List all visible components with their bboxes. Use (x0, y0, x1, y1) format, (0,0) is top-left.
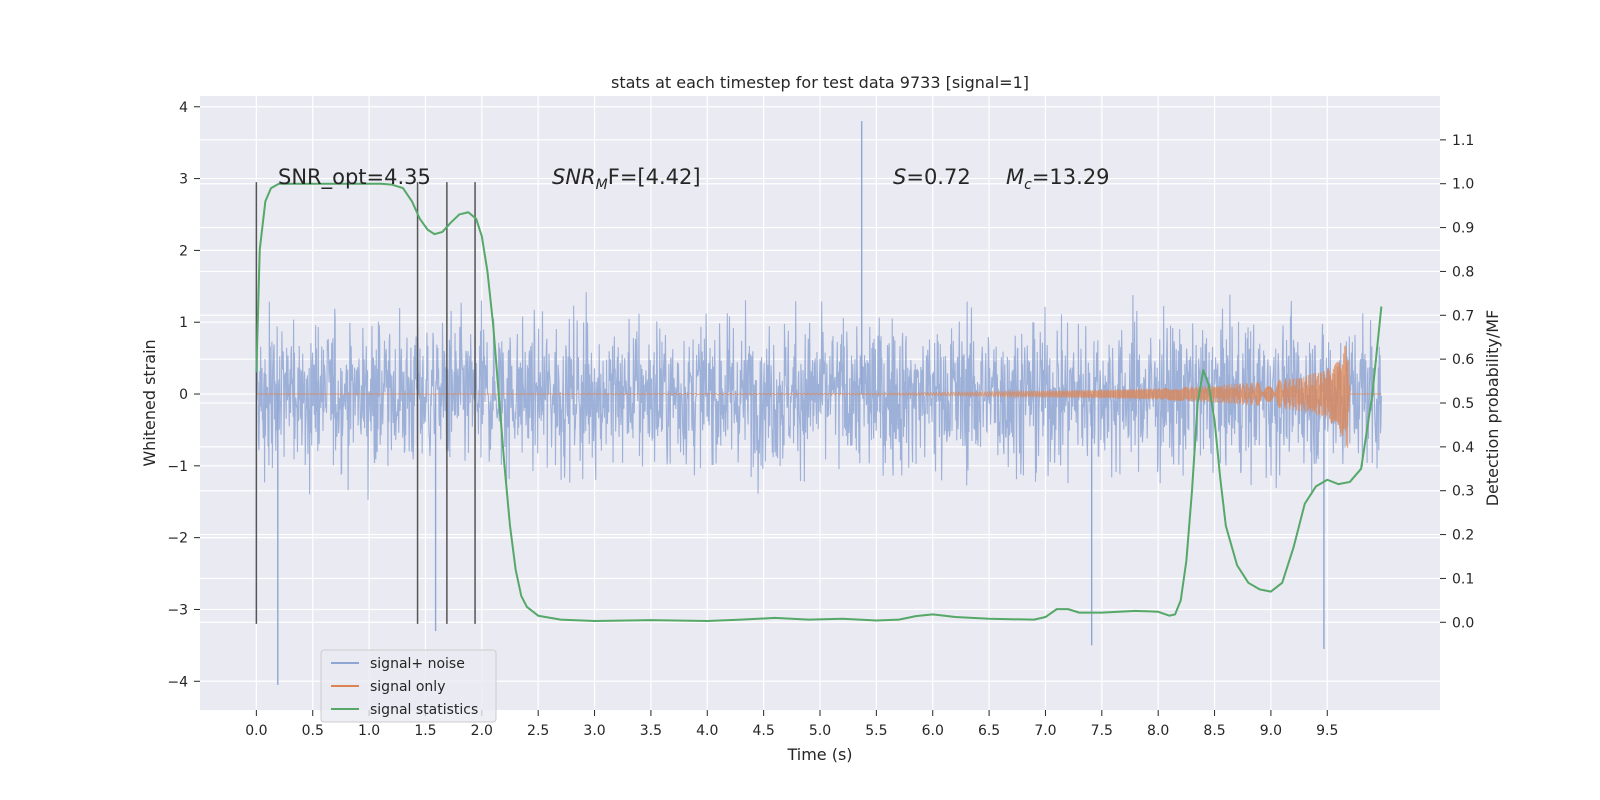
left-y-tick-label: 2 (179, 243, 188, 259)
signal-only-series (256, 345, 1382, 448)
signal-only-line (256, 345, 1382, 448)
mc-subscript: c (1024, 177, 1032, 193)
signal-statistics-line (255, 182, 1383, 622)
legend: signal+ noise signal only signal statist… (320, 649, 497, 723)
left-y-tick-label: −4 (167, 674, 188, 690)
left-y-axis-label: Whitened strain (140, 339, 159, 466)
snr-mf-value: F=[4.42] (608, 165, 701, 189)
x-axis-label: Time (s) (786, 745, 852, 764)
legend-label-signal-statistics: signal statistics (370, 702, 478, 718)
left-y-tick-label: 4 (179, 100, 188, 116)
signal-noise-series (255, 121, 1382, 685)
s-annotation: S=0.72 (893, 165, 971, 189)
chart-title: stats at each timestep for test data 973… (611, 73, 1029, 92)
snr-mf-subscript: M (596, 177, 608, 193)
x-axis-ticks: 0.0 0.5 1.0 1.5 2.0 2.5 3.0 3.5 4.0 4.5 5.0 5.5 6.0 6… (245, 710, 1338, 739)
left-y-tick-label: −1 (167, 459, 188, 475)
x-tick-label: 4.0 (696, 723, 718, 739)
signal-statistics-series (255, 182, 1383, 622)
left-y-tick-label: −2 (167, 531, 188, 547)
x-tick-label: 6.0 (922, 723, 944, 739)
s-value: =0.72 (906, 165, 970, 189)
x-tick-label: 0.5 (302, 723, 324, 739)
x-tick-label: 5.5 (865, 723, 887, 739)
right-y-tick-label: 0.5 (1452, 396, 1474, 412)
vertical-markers (255, 182, 476, 624)
right-y-tick-label: 1.0 (1452, 177, 1474, 193)
right-y-tick-label: 0.4 (1452, 440, 1474, 456)
legend-label-signal-noise: signal+ noise (370, 656, 465, 672)
x-tick-label: 8.0 (1147, 723, 1169, 739)
x-tick-label: 8.5 (1203, 723, 1225, 739)
x-tick-label: 2.0 (471, 723, 493, 739)
x-tick-label: 5.0 (809, 723, 831, 739)
x-tick-label: 1.0 (358, 723, 380, 739)
snr-opt-annotation: SNR_opt=4.35 (278, 165, 431, 190)
right-y-axis-ticks: 0.0 0.1 0.2 0.3 0.4 0.5 0.6 0.7 0.8 0.9 1.0 1.1 (1440, 133, 1474, 631)
x-tick-label: 9.0 (1260, 723, 1282, 739)
right-y-tick-label: 0.8 (1452, 264, 1474, 280)
right-y-tick-label: 0.9 (1452, 221, 1474, 237)
right-y-tick-label: 0.3 (1452, 484, 1474, 500)
x-tick-label: 3.0 (583, 723, 605, 739)
mc-label: M (1006, 165, 1024, 189)
x-tick-label: 1.5 (414, 723, 436, 739)
left-y-tick-label: 1 (179, 315, 188, 331)
legend-label-signal-only: signal only (370, 679, 445, 695)
s-label: S (893, 165, 906, 189)
x-tick-label: 7.5 (1091, 723, 1113, 739)
snr-mf-label: SNR (552, 165, 596, 189)
x-tick-label: 2.5 (527, 723, 549, 739)
x-tick-label: 9.5 (1316, 723, 1338, 739)
right-y-tick-label: 0.7 (1452, 308, 1474, 324)
left-y-tick-label: −3 (167, 602, 188, 618)
legend-box (320, 649, 497, 723)
x-tick-label: 7.0 (1034, 723, 1056, 739)
right-y-tick-label: 0.0 (1452, 615, 1474, 631)
x-tick-label: 0.0 (245, 723, 267, 739)
right-y-axis-label: Detection probability/MF (1483, 310, 1502, 507)
left-y-tick-label: 3 (179, 172, 188, 188)
mc-value: =13.29 (1032, 165, 1110, 189)
right-y-tick-label: 0.2 (1452, 528, 1474, 544)
left-y-axis-ticks: 4 3 2 1 0 −1 −2 −3 −4 (167, 100, 200, 690)
left-y-tick-label: 0 (179, 387, 188, 403)
mc-annotation: Mc=13.29 (1006, 165, 1110, 193)
right-y-tick-label: 0.1 (1452, 571, 1474, 587)
right-y-tick-label: 1.1 (1452, 133, 1474, 149)
right-y-tick-label: 0.6 (1452, 352, 1474, 368)
snr-mf-annotation: SNRMF=[4.42] (552, 165, 701, 193)
x-tick-label: 6.5 (978, 723, 1000, 739)
x-tick-label: 4.5 (753, 723, 775, 739)
x-tick-label: 3.5 (640, 723, 662, 739)
signal-noise-line (255, 292, 1382, 500)
